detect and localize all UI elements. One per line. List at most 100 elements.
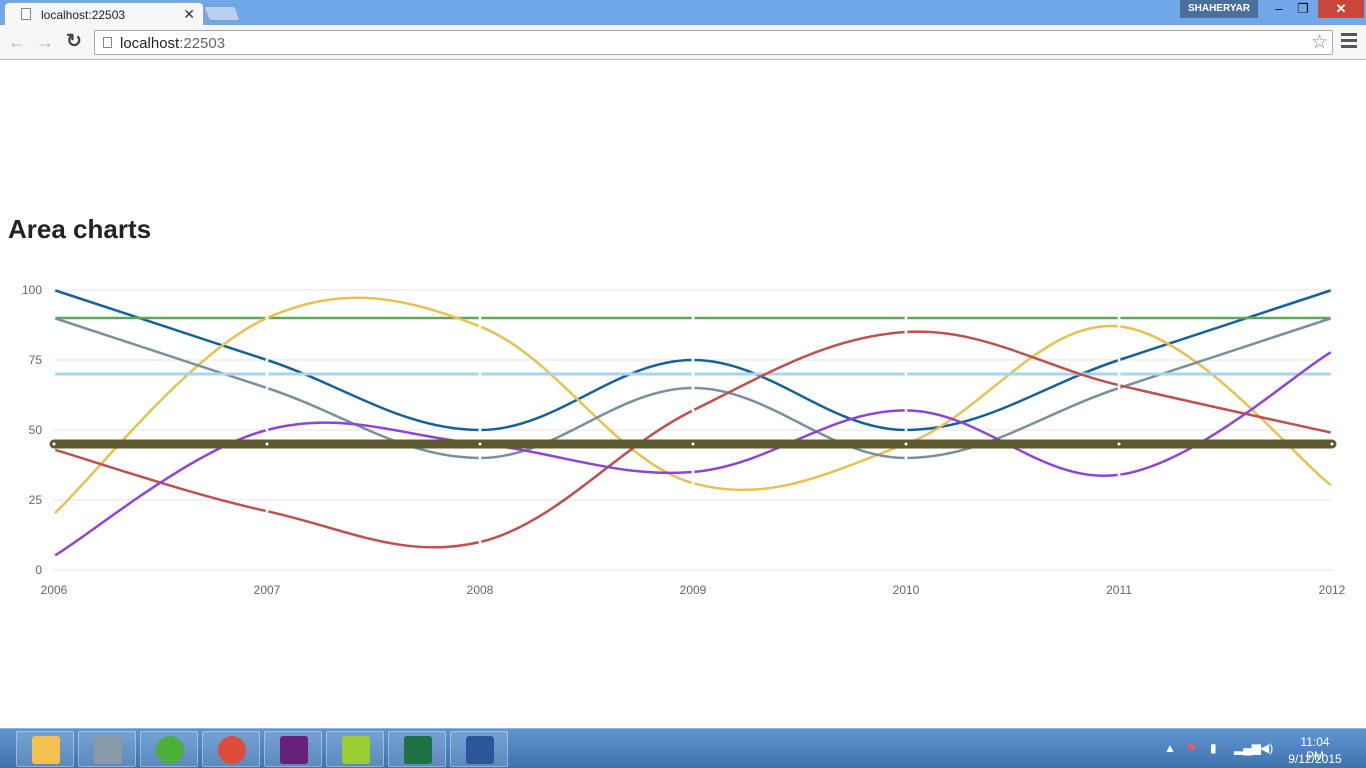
power-icon[interactable]: ▮ bbox=[1210, 741, 1217, 755]
data-point[interactable] bbox=[1330, 372, 1334, 376]
y-tick-label: 0 bbox=[35, 563, 42, 577]
data-point[interactable] bbox=[904, 316, 908, 320]
bookmark-star-icon[interactable]: ☆ bbox=[1310, 32, 1328, 53]
data-point[interactable] bbox=[52, 316, 56, 320]
data-point[interactable] bbox=[904, 408, 908, 412]
taskbar-button[interactable] bbox=[78, 731, 136, 767]
taskbar-button[interactable] bbox=[16, 731, 74, 767]
data-point[interactable] bbox=[691, 386, 695, 390]
data-point[interactable] bbox=[478, 372, 482, 376]
clock-date[interactable]: 9/12/2015 bbox=[1288, 752, 1342, 766]
data-point[interactable] bbox=[1330, 316, 1334, 320]
close-window-button[interactable]: ✕ bbox=[1318, 0, 1364, 18]
data-point[interactable] bbox=[904, 330, 908, 334]
data-point[interactable] bbox=[1330, 350, 1334, 354]
visual-studio-icon bbox=[280, 736, 308, 764]
data-point[interactable] bbox=[904, 428, 908, 432]
taskbar-button[interactable] bbox=[388, 731, 446, 767]
y-tick-label: 50 bbox=[29, 423, 43, 437]
taskbar-button[interactable] bbox=[450, 731, 508, 767]
data-point[interactable] bbox=[52, 372, 56, 376]
browser-tab-active[interactable]: localhost:22503 ✕ bbox=[4, 2, 204, 25]
new-tab-button[interactable] bbox=[203, 6, 241, 21]
data-point[interactable] bbox=[478, 324, 482, 328]
url-host: localhost bbox=[120, 35, 180, 52]
data-point[interactable] bbox=[265, 509, 269, 513]
tab-title: localhost:22503 bbox=[41, 8, 126, 22]
taskbar-button[interactable] bbox=[264, 731, 322, 767]
data-point[interactable] bbox=[1117, 358, 1121, 362]
data-point[interactable] bbox=[1330, 288, 1334, 292]
windows-taskbar: ▲ ⚑ ▮ ▂▄▆ ◀) 11:04 PM 9/12/2015 bbox=[0, 728, 1366, 768]
browser-toolbar: ← → ↻ localhost:22503 ☆ bbox=[0, 25, 1366, 60]
data-point[interactable] bbox=[1117, 383, 1121, 387]
data-point[interactable] bbox=[1117, 372, 1121, 376]
windows-explorer-icon bbox=[94, 736, 122, 764]
page-icon bbox=[103, 37, 112, 48]
data-point[interactable] bbox=[265, 372, 269, 376]
data-point[interactable] bbox=[1117, 316, 1121, 320]
data-point[interactable] bbox=[478, 540, 482, 544]
data-point[interactable] bbox=[691, 358, 695, 362]
data-point[interactable] bbox=[52, 512, 56, 516]
profile-badge[interactable]: SHAHERYAR bbox=[1180, 0, 1258, 18]
data-point[interactable] bbox=[1330, 442, 1334, 446]
data-point[interactable] bbox=[265, 358, 269, 362]
data-point[interactable] bbox=[52, 554, 56, 558]
data-point[interactable] bbox=[904, 372, 908, 376]
page-icon bbox=[21, 8, 31, 20]
taskbar-button[interactable] bbox=[326, 731, 384, 767]
data-point[interactable] bbox=[478, 456, 482, 460]
address-bar[interactable]: localhost:22503 ☆ bbox=[94, 30, 1333, 55]
clock-time[interactable]: 11:04 PM bbox=[1300, 735, 1330, 763]
data-point[interactable] bbox=[1117, 386, 1121, 390]
data-point[interactable] bbox=[691, 372, 695, 376]
data-point[interactable] bbox=[52, 448, 56, 452]
x-tick-label: 2007 bbox=[254, 583, 281, 597]
tab-close-icon[interactable]: ✕ bbox=[183, 6, 195, 22]
data-point[interactable] bbox=[265, 442, 269, 446]
back-arrow-icon[interactable]: ← bbox=[8, 32, 26, 52]
restore-button[interactable]: ❐ bbox=[1297, 1, 1309, 16]
data-point[interactable] bbox=[1117, 442, 1121, 446]
taskbar-button[interactable] bbox=[202, 731, 260, 767]
area-chart: 0 25 50 75 100 2006 2007 2008 2009 2010 2011 2012 bbox=[22, 283, 1346, 597]
data-point[interactable] bbox=[478, 442, 482, 446]
forward-arrow-icon[interactable]: → bbox=[36, 32, 54, 52]
network-icon[interactable]: ▂▄▆ bbox=[1234, 741, 1261, 755]
data-point[interactable] bbox=[904, 456, 908, 460]
volume-icon[interactable]: ◀) bbox=[1260, 741, 1274, 755]
data-point[interactable] bbox=[691, 408, 695, 412]
x-tick-label: 2009 bbox=[680, 583, 707, 597]
data-point[interactable] bbox=[1117, 473, 1121, 477]
reload-icon[interactable]: ↻ bbox=[66, 31, 82, 52]
data-point[interactable] bbox=[1117, 324, 1121, 328]
data-point[interactable] bbox=[52, 288, 56, 292]
action-center-icon[interactable]: ⚑ bbox=[1186, 741, 1197, 755]
data-point[interactable] bbox=[265, 386, 269, 390]
data-point[interactable] bbox=[904, 442, 908, 446]
data-point[interactable] bbox=[478, 316, 482, 320]
y-tick-label: 100 bbox=[22, 283, 42, 297]
excel-icon bbox=[404, 736, 432, 764]
data-point[interactable] bbox=[1330, 484, 1334, 488]
tray-expand-icon[interactable]: ▲ bbox=[1164, 741, 1176, 755]
data-point[interactable] bbox=[478, 428, 482, 432]
data-point[interactable] bbox=[691, 316, 695, 320]
x-tick-label: 2010 bbox=[893, 583, 920, 597]
data-point[interactable] bbox=[691, 470, 695, 474]
data-point[interactable] bbox=[265, 316, 269, 320]
url-port: :22503 bbox=[179, 35, 226, 52]
menu-icon[interactable] bbox=[1341, 33, 1357, 49]
url-text: localhost:22503 bbox=[120, 35, 225, 52]
taskbar-button[interactable] bbox=[140, 731, 198, 767]
page-title: Area charts bbox=[8, 214, 152, 244]
x-tick-label: 2012 bbox=[1319, 583, 1346, 597]
data-point[interactable] bbox=[691, 442, 695, 446]
minimize-button[interactable]: – bbox=[1275, 1, 1283, 16]
data-point[interactable] bbox=[1330, 431, 1334, 435]
data-point[interactable] bbox=[52, 442, 56, 446]
data-point[interactable] bbox=[691, 481, 695, 485]
series-line-2[interactable] bbox=[52, 296, 1334, 516]
data-point[interactable] bbox=[265, 428, 269, 432]
